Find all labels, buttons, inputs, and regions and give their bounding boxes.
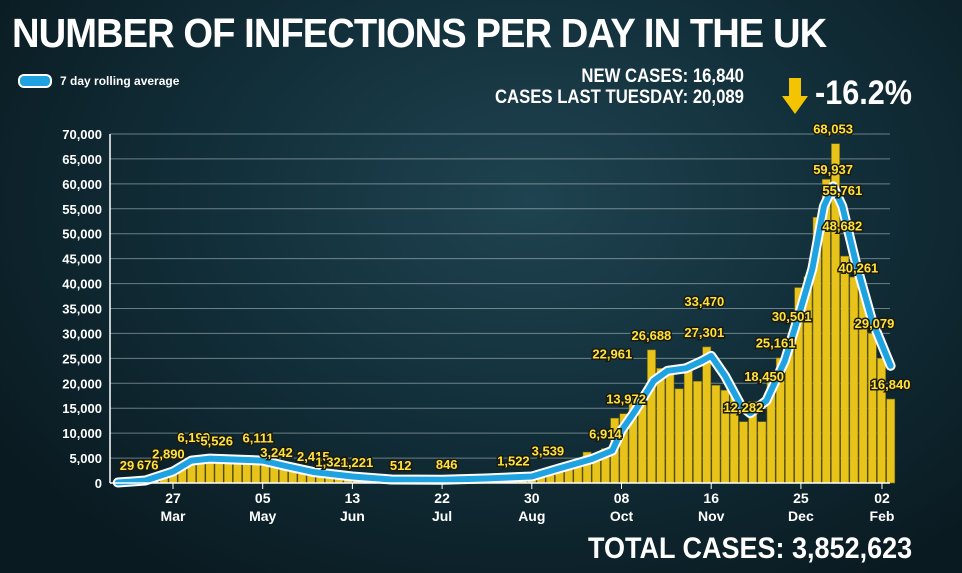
- data-label: 48,682: [822, 218, 862, 233]
- legend: 7 day rolling average: [18, 74, 179, 88]
- x-tick-month: Jun: [340, 508, 365, 524]
- y-tick-label: 0: [95, 476, 102, 491]
- y-tick-label: 25,000: [62, 351, 102, 366]
- data-label: 2,415: [297, 449, 330, 464]
- data-label: 512: [390, 458, 412, 473]
- daily-cases-bar: [683, 363, 693, 484]
- y-tick-label: 5,000: [69, 451, 102, 466]
- x-tick-month: Feb: [870, 508, 895, 524]
- cases-last-tuesday: CASES LAST TUESDAY: 20,089: [494, 87, 744, 108]
- x-tick-day: 08: [614, 490, 630, 506]
- x-tick-month: Jul: [432, 508, 452, 524]
- data-label: 13,972: [606, 391, 646, 406]
- y-tick-label: 65,000: [62, 152, 102, 167]
- y-tick-label: 50,000: [62, 227, 102, 242]
- daily-cases-bar: [711, 384, 721, 484]
- data-label: 5,526: [200, 433, 233, 448]
- daily-cases-bar: [656, 368, 666, 484]
- x-tick-day: 05: [255, 490, 271, 506]
- data-label: 6,199: [177, 430, 210, 445]
- data-label: 30,501: [772, 309, 812, 324]
- data-label: 846: [436, 457, 458, 472]
- x-tick-day: 27: [165, 490, 181, 506]
- data-label: 26,688: [632, 328, 672, 343]
- new-cases: NEW CASES: 16,840: [581, 66, 744, 87]
- percent-change: -16.2%: [815, 74, 912, 112]
- daily-cases-bar: [739, 421, 748, 484]
- y-tick-label: 60,000: [62, 177, 102, 192]
- data-label: 676: [137, 458, 159, 473]
- daily-cases-bar: [867, 333, 877, 484]
- daily-cases-bar: [757, 421, 767, 484]
- daily-cases-bar: [674, 388, 684, 484]
- data-label: 2,890: [152, 447, 185, 462]
- legend-swatch-rolling-average: [18, 74, 52, 88]
- data-label: 33,470: [684, 294, 724, 309]
- x-tick-day: 16: [703, 490, 719, 506]
- data-label: 29: [120, 458, 134, 473]
- data-label: 29,079: [855, 316, 895, 331]
- data-label: 6,914: [589, 427, 622, 442]
- data-label: 22,961: [592, 347, 632, 362]
- y-tick-label: 40,000: [62, 277, 102, 292]
- y-tick-label: 10,000: [62, 426, 102, 441]
- data-label: 1,326: [315, 454, 348, 469]
- total-cases: TOTAL CASES: 3,852,623: [587, 532, 912, 565]
- rolling-average-line: [114, 183, 894, 486]
- x-tick-day: 13: [345, 490, 361, 506]
- arrow-down-icon: [782, 78, 808, 114]
- daily-cases-bar: [886, 398, 896, 484]
- y-tick-label: 70,000: [62, 127, 102, 142]
- data-label: 16,840: [871, 377, 911, 392]
- data-label: 27,301: [684, 325, 724, 340]
- case-stats: NEW CASES: 16,840 CASES LAST TUESDAY: 20…: [495, 66, 744, 108]
- y-tick-label: 45,000: [62, 252, 102, 267]
- daily-cases-bar: [840, 255, 850, 484]
- daily-cases-bar: [849, 276, 859, 484]
- x-tick-month: Nov: [698, 508, 725, 524]
- daily-cases-bar: [665, 368, 675, 484]
- x-tick-day: 02: [874, 490, 890, 506]
- y-tick-label: 55,000: [62, 202, 102, 217]
- y-tick-label: 30,000: [62, 326, 102, 341]
- x-tick-month: May: [249, 508, 276, 524]
- x-tick-month: Dec: [788, 508, 814, 524]
- data-label: 12,282: [724, 400, 764, 415]
- data-label: 25,161: [756, 336, 796, 351]
- data-label: 1,522: [497, 453, 530, 468]
- x-tick-day: 25: [793, 490, 809, 506]
- data-label: 1,221: [341, 455, 374, 470]
- y-tick-label: 35,000: [62, 302, 102, 317]
- data-label: 40,261: [839, 260, 879, 275]
- daily-cases-bar: [647, 349, 656, 484]
- data-label: 55,761: [822, 183, 862, 198]
- x-tick-month: Oct: [610, 508, 634, 524]
- y-tick-label: 15,000: [62, 401, 102, 416]
- data-label: 3,539: [532, 443, 565, 458]
- legend-label: 7 day rolling average: [60, 74, 180, 88]
- data-label: 3,242: [260, 445, 293, 460]
- y-tick-label: 20,000: [62, 376, 102, 391]
- x-tick-day: 30: [524, 490, 540, 506]
- x-tick-day: 22: [434, 490, 450, 506]
- x-tick-month: Mar: [161, 508, 186, 524]
- chart-title: NUMBER OF INFECTIONS PER DAY IN THE UK: [12, 10, 827, 56]
- daily-cases-bar: [702, 346, 712, 484]
- x-tick-month: Aug: [518, 508, 545, 524]
- data-label: 18,450: [744, 369, 784, 384]
- data-label: 59,937: [813, 162, 853, 177]
- data-label: 6,111: [243, 431, 274, 446]
- data-label: 68,053: [813, 122, 853, 137]
- daily-cases-bar: [693, 380, 702, 484]
